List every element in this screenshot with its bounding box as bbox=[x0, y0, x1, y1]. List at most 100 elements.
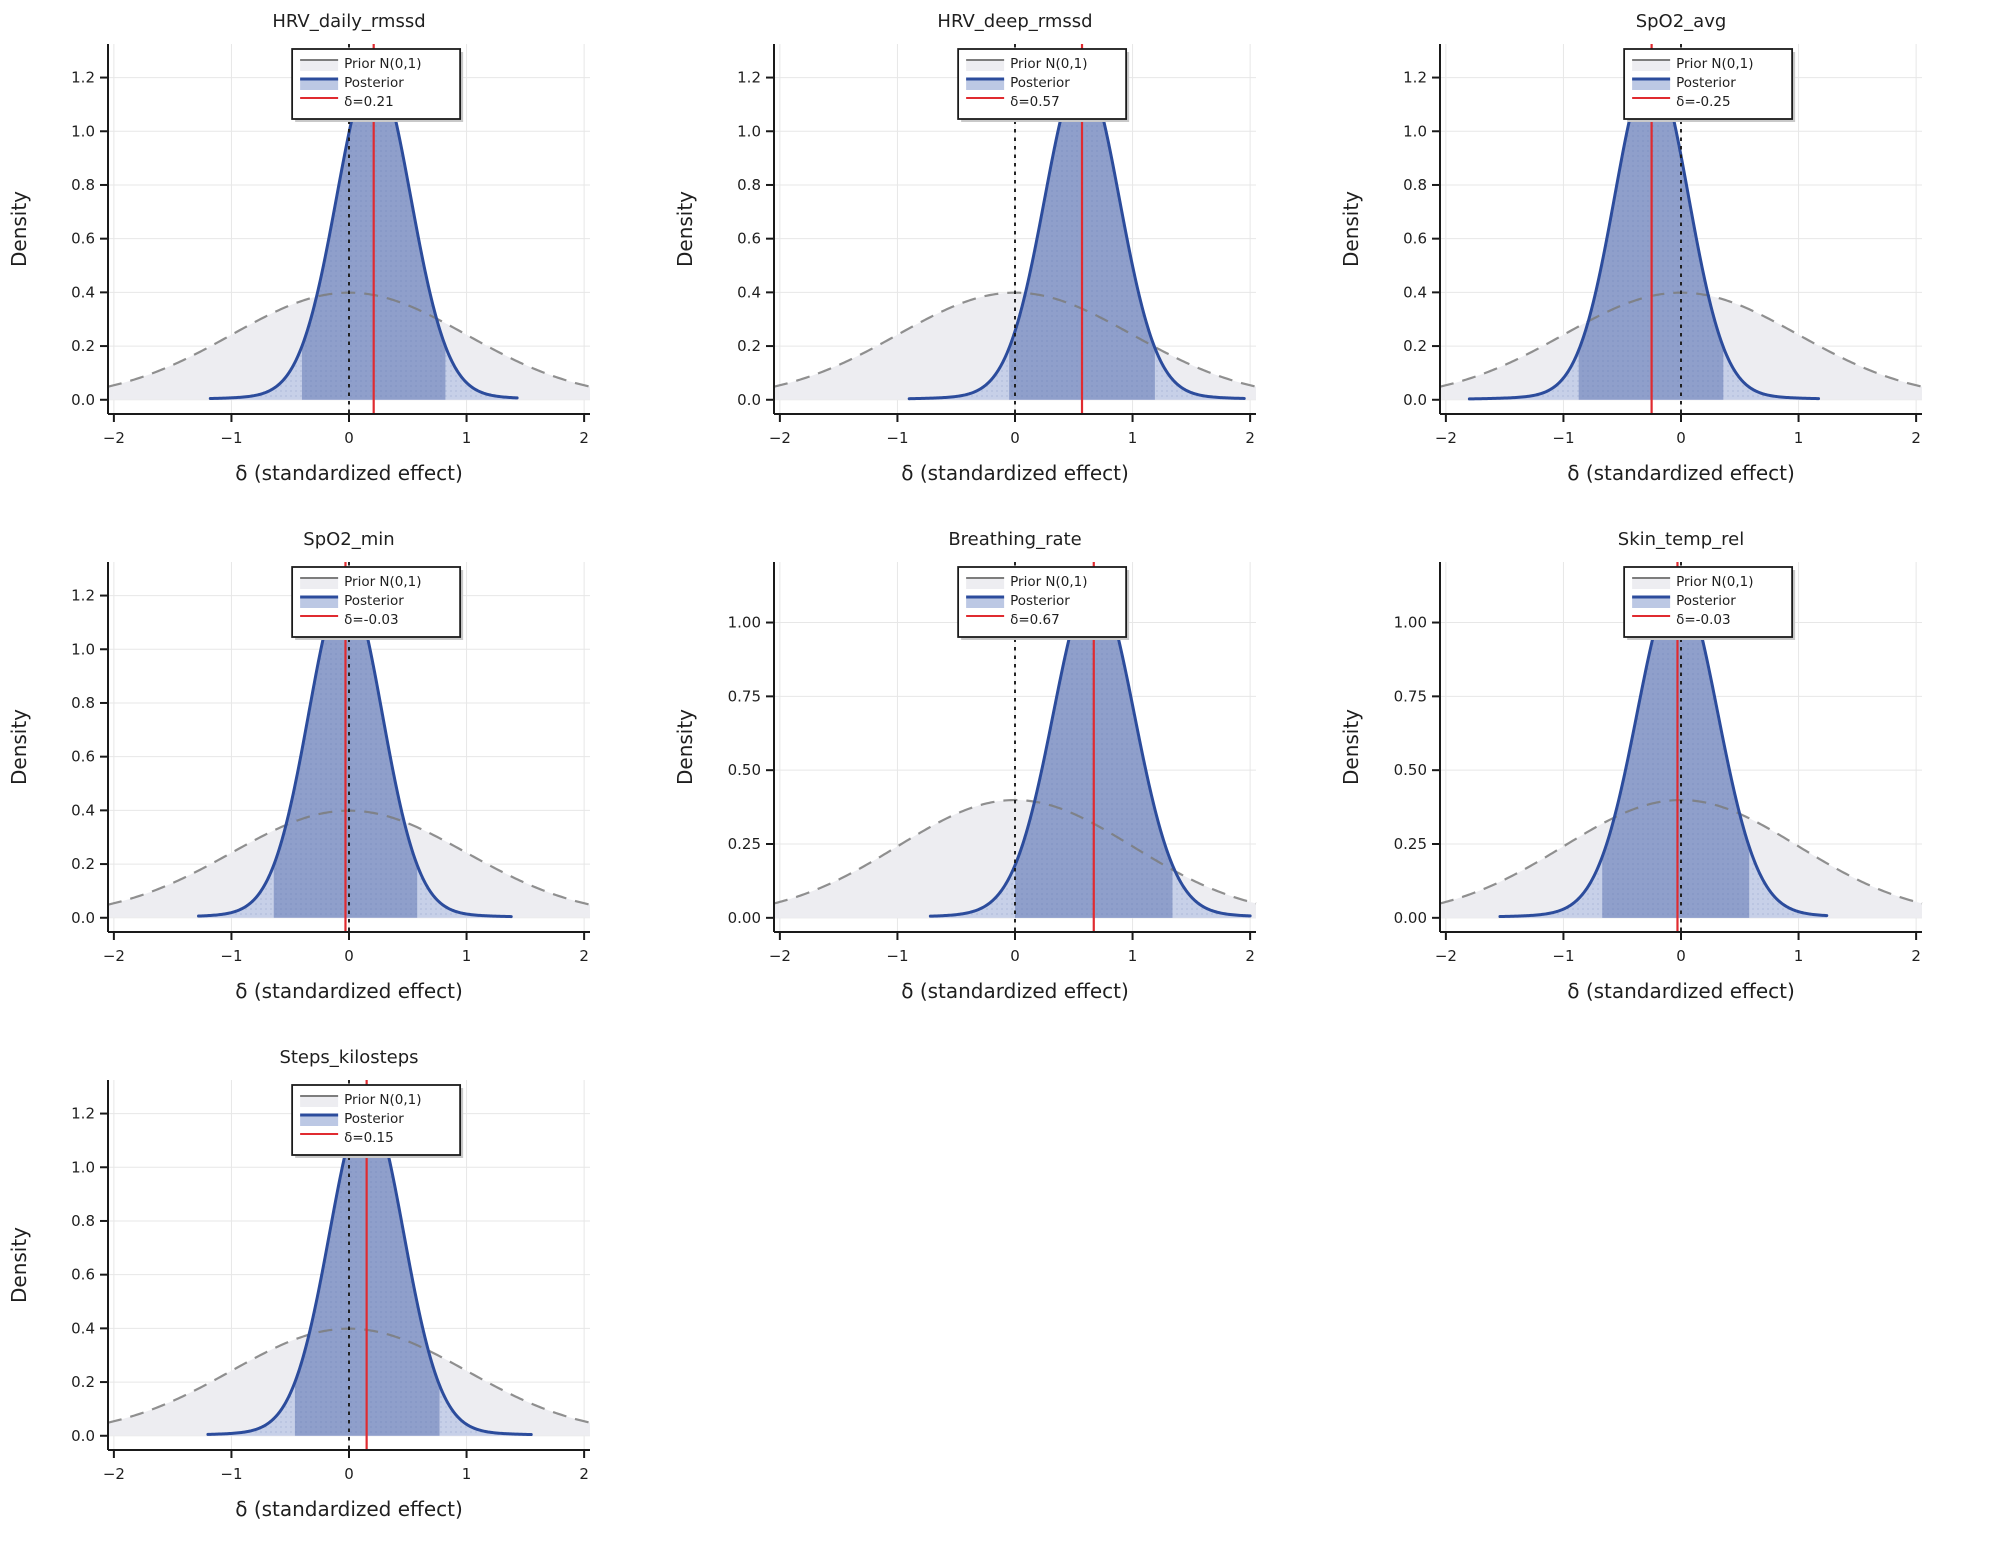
legend-prior-label: Prior N(0,1) bbox=[344, 1092, 421, 1108]
y-tick-label: 1.00 bbox=[1394, 614, 1427, 632]
y-tick-label: 0.0 bbox=[71, 909, 95, 927]
x-tick-label: −1 bbox=[886, 429, 908, 447]
y-tick-label: 1.2 bbox=[1403, 69, 1427, 87]
legend-delta-label: δ=0.21 bbox=[344, 94, 394, 110]
posterior-area-texture bbox=[930, 581, 1251, 918]
axes: 0.0 0.2 0.4 0.6 0.8 1.0 1.2 −2 −1 0 1 2 bbox=[1403, 44, 1922, 447]
x-tick-label: 1 bbox=[462, 1465, 472, 1483]
y-tick-label: 0.2 bbox=[737, 337, 761, 355]
y-tick-label: 1.2 bbox=[71, 587, 95, 605]
x-tick-label: 2 bbox=[579, 1465, 589, 1483]
legend-prior-label: Prior N(0,1) bbox=[1010, 574, 1087, 590]
plot-title: Breathing_rate bbox=[948, 529, 1081, 550]
posterior-area-texture bbox=[198, 582, 512, 918]
y-tick-label: 1.00 bbox=[728, 614, 761, 632]
x-tick-label: 0 bbox=[1010, 947, 1020, 965]
subplot-breathing-rate: Breathing_rate 0.00 0.25 0.50 0.75 1.00 −2 −1 0 1… bbox=[666, 518, 1332, 1036]
x-tick-label: 0 bbox=[1676, 429, 1686, 447]
subplot-hrv-deep-rmssd: HRV_deep_rmssd 0.0 0.2 0.4 0.6 0.8 1.0 1.2 −2 −1 0… bbox=[666, 0, 1332, 518]
legend: Prior N(0,1) Posterior δ=0.21 bbox=[291, 48, 464, 122]
legend-delta-label: δ=-0.25 bbox=[1676, 94, 1731, 110]
axes: 0.00 0.25 0.50 0.75 1.00 −2 −1 0 1 2 bbox=[728, 562, 1256, 965]
subplot-steps-kilosteps: Steps_kilosteps 0.0 0.2 0.4 0.6 0.8 1.0 1.2 −2 −1… bbox=[0, 1036, 666, 1554]
x-axis-label: δ (standardized effect) bbox=[1567, 979, 1795, 1003]
legend-prior-swatch bbox=[300, 1096, 339, 1107]
y-axis-label: Density bbox=[673, 191, 697, 267]
x-tick-label: 1 bbox=[462, 429, 472, 447]
x-tick-label: −2 bbox=[769, 429, 791, 447]
posterior-area-texture bbox=[207, 1103, 532, 1436]
axes: 0.0 0.2 0.4 0.6 0.8 1.0 1.2 −2 −1 0 1 2 bbox=[737, 44, 1256, 447]
legend-prior-label: Prior N(0,1) bbox=[1010, 56, 1087, 72]
x-axis-label: δ (standardized effect) bbox=[235, 1497, 463, 1521]
y-tick-label: 1.0 bbox=[71, 640, 95, 658]
y-tick-label: 0.25 bbox=[728, 835, 761, 853]
y-tick-label: 0.2 bbox=[71, 855, 95, 873]
legend-delta-label: δ=0.57 bbox=[1010, 94, 1060, 110]
legend-posterior-swatch bbox=[300, 597, 339, 608]
y-tick-label: 0.6 bbox=[71, 748, 95, 766]
plot-title: Steps_kilosteps bbox=[279, 1047, 418, 1068]
subplot-skin-temp-rel: Skin_temp_rel 0.00 0.25 0.50 0.75 1.00 −2 −1 0 1 2… bbox=[1332, 518, 1998, 1036]
y-axis-label: Density bbox=[7, 709, 31, 785]
y-tick-label: 0.6 bbox=[71, 1266, 95, 1284]
y-tick-label: 0.8 bbox=[71, 694, 95, 712]
subplot-spo2-avg: SpO2_avg 0.0 0.2 0.4 0.6 0.8 1.0 1.2 −2 −1 0 1 2 δ (s… bbox=[1332, 0, 1998, 518]
legend-posterior-swatch bbox=[966, 79, 1005, 90]
y-tick-label: 0.8 bbox=[1403, 176, 1427, 194]
legend: Prior N(0,1) Posterior δ=0.57 bbox=[957, 48, 1130, 122]
x-tick-label: 1 bbox=[1794, 429, 1804, 447]
y-tick-label: 1.2 bbox=[71, 1105, 95, 1123]
y-tick-label: 0.6 bbox=[1403, 230, 1427, 248]
x-tick-label: −1 bbox=[220, 1465, 242, 1483]
y-tick-label: 0.8 bbox=[71, 176, 95, 194]
x-axis-label: δ (standardized effect) bbox=[235, 979, 463, 1003]
plot-title: Skin_temp_rel bbox=[1618, 529, 1744, 550]
y-tick-label: 0.6 bbox=[71, 230, 95, 248]
density-plot-skin-temp-rel: Skin_temp_rel 0.00 0.25 0.50 0.75 1.00 −2 −1 0 1 2… bbox=[1339, 529, 1923, 1003]
y-tick-label: 1.0 bbox=[71, 122, 95, 140]
y-tick-label: 0.75 bbox=[728, 687, 761, 705]
y-tick-label: 1.0 bbox=[71, 1158, 95, 1176]
x-tick-label: 0 bbox=[1676, 947, 1686, 965]
x-axis-label: δ (standardized effect) bbox=[235, 461, 463, 485]
y-tick-label: 0.2 bbox=[71, 337, 95, 355]
x-tick-label: 2 bbox=[579, 947, 589, 965]
density-plot-steps-kilosteps: Steps_kilosteps 0.0 0.2 0.4 0.6 0.8 1.0 1.2 −2 −1… bbox=[7, 1047, 591, 1521]
y-tick-label: 1.2 bbox=[737, 69, 761, 87]
x-tick-label: −2 bbox=[103, 429, 125, 447]
subplot-spo2-min: SpO2_min 0.0 0.2 0.4 0.6 0.8 1.0 1.2 −2 −1 0 1 2 δ (s… bbox=[0, 518, 666, 1036]
x-tick-label: 2 bbox=[1245, 429, 1255, 447]
legend-posterior-label: Posterior bbox=[1010, 593, 1070, 609]
axes: 0.0 0.2 0.4 0.6 0.8 1.0 1.2 −2 −1 0 1 2 bbox=[71, 562, 590, 965]
x-tick-label: 0 bbox=[344, 947, 354, 965]
axes: 0.0 0.2 0.4 0.6 0.8 1.0 1.2 −2 −1 0 1 2 bbox=[71, 1080, 590, 1483]
density-plot-spo2-avg: SpO2_avg 0.0 0.2 0.4 0.6 0.8 1.0 1.2 −2 −1 0 1 2 δ (s… bbox=[1339, 11, 1923, 485]
x-tick-label: 2 bbox=[579, 429, 589, 447]
y-axis-label: Density bbox=[7, 191, 31, 267]
y-tick-label: 0.0 bbox=[1403, 391, 1427, 409]
x-tick-label: 0 bbox=[344, 1465, 354, 1483]
y-tick-label: 0.8 bbox=[71, 1212, 95, 1230]
y-axis-label: Density bbox=[1339, 709, 1363, 785]
y-tick-label: 0.50 bbox=[728, 761, 761, 779]
y-tick-label: 0.4 bbox=[737, 283, 761, 301]
x-tick-label: −1 bbox=[886, 947, 908, 965]
x-tick-label: −1 bbox=[1552, 429, 1574, 447]
x-axis-label: δ (standardized effect) bbox=[1567, 461, 1795, 485]
plot-title: HRV_deep_rmssd bbox=[937, 11, 1092, 32]
empty-cell bbox=[666, 1036, 1332, 1554]
legend-prior-swatch bbox=[1632, 578, 1671, 589]
legend-prior-swatch bbox=[966, 578, 1005, 589]
x-tick-label: 1 bbox=[462, 947, 472, 965]
x-tick-label: −1 bbox=[220, 947, 242, 965]
x-tick-label: −1 bbox=[220, 429, 242, 447]
legend: Prior N(0,1) Posterior δ=-0.03 bbox=[1623, 566, 1796, 640]
x-tick-label: 0 bbox=[1010, 429, 1020, 447]
axes: 0.0 0.2 0.4 0.6 0.8 1.0 1.2 −2 −1 0 1 2 bbox=[71, 44, 590, 447]
y-tick-label: 0.75 bbox=[1394, 687, 1427, 705]
y-tick-label: 0.0 bbox=[737, 391, 761, 409]
legend: Prior N(0,1) Posterior δ=-0.25 bbox=[1623, 48, 1796, 122]
